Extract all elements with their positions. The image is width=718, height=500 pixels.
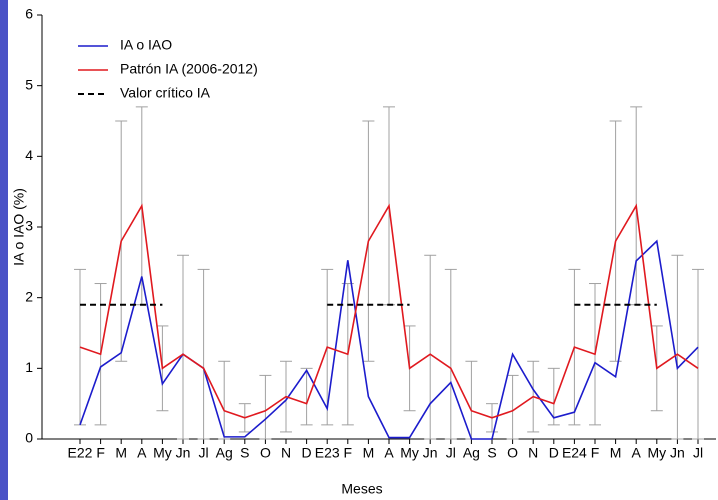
x-tick-label: F (344, 445, 353, 461)
x-tick-label: Jn (423, 445, 438, 461)
legend-label: Valor crítico IA (120, 85, 211, 101)
y-tick-label: 1 (25, 359, 33, 375)
x-tick-label: Ag (463, 445, 480, 461)
side-strip (0, 0, 8, 500)
error-bar (424, 254, 437, 440)
error-bar (671, 254, 684, 440)
x-tick-label: F (96, 445, 105, 461)
x-tick-label: Jl (199, 445, 209, 461)
x-tick-label: M (363, 445, 375, 461)
error-bar (218, 360, 231, 440)
x-tick-label: My (647, 445, 666, 461)
x-tick-label: O (507, 445, 518, 461)
x-tick-label: N (281, 445, 291, 461)
x-axis-label: Meses (341, 481, 382, 497)
error-bar (547, 367, 560, 426)
x-tick-label: D (302, 445, 312, 461)
x-tick-label: Jn (176, 445, 191, 461)
y-tick-label: 3 (25, 218, 33, 234)
x-tick-label: E23 (315, 445, 340, 461)
error-bar (444, 268, 457, 440)
x-tick-label: D (549, 445, 559, 461)
error-bar (300, 367, 313, 426)
x-tick-label: S (487, 445, 496, 461)
x-tick-label: A (137, 445, 147, 461)
x-tick-label: F (591, 445, 600, 461)
x-tick-label: Jl (693, 445, 703, 461)
x-tick-label: Jn (670, 445, 685, 461)
x-tick-label: M (610, 445, 622, 461)
x-tick-label: N (528, 445, 538, 461)
x-tick-label: My (153, 445, 172, 461)
x-tick-label: Ag (216, 445, 233, 461)
error-bar (197, 268, 210, 440)
y-tick-label: 0 (25, 430, 33, 446)
error-bar (177, 254, 189, 440)
x-tick-label: M (115, 445, 127, 461)
y-tick-label: 6 (25, 6, 33, 22)
x-tick-label: A (632, 445, 642, 461)
legend-label: Patrón IA (2006-2012) (120, 61, 258, 77)
x-tick-label: S (240, 445, 249, 461)
y-axis-label: IA o IAO (%) (11, 188, 27, 266)
error-bar (692, 268, 704, 440)
error-bar (506, 374, 519, 440)
x-tick-label: A (384, 445, 394, 461)
x-tick-label: E22 (68, 445, 93, 461)
series-line (79, 203, 699, 419)
x-tick-label: O (260, 445, 271, 461)
error-bar (259, 374, 272, 440)
x-tick-label: My (400, 445, 419, 461)
legend-label: IA o IAO (120, 37, 172, 53)
y-tick-label: 5 (25, 76, 33, 92)
y-tick-label: 2 (25, 288, 33, 304)
x-tick-label: E24 (562, 445, 587, 461)
y-tick-label: 4 (25, 147, 33, 163)
x-tick-label: Jl (446, 445, 456, 461)
